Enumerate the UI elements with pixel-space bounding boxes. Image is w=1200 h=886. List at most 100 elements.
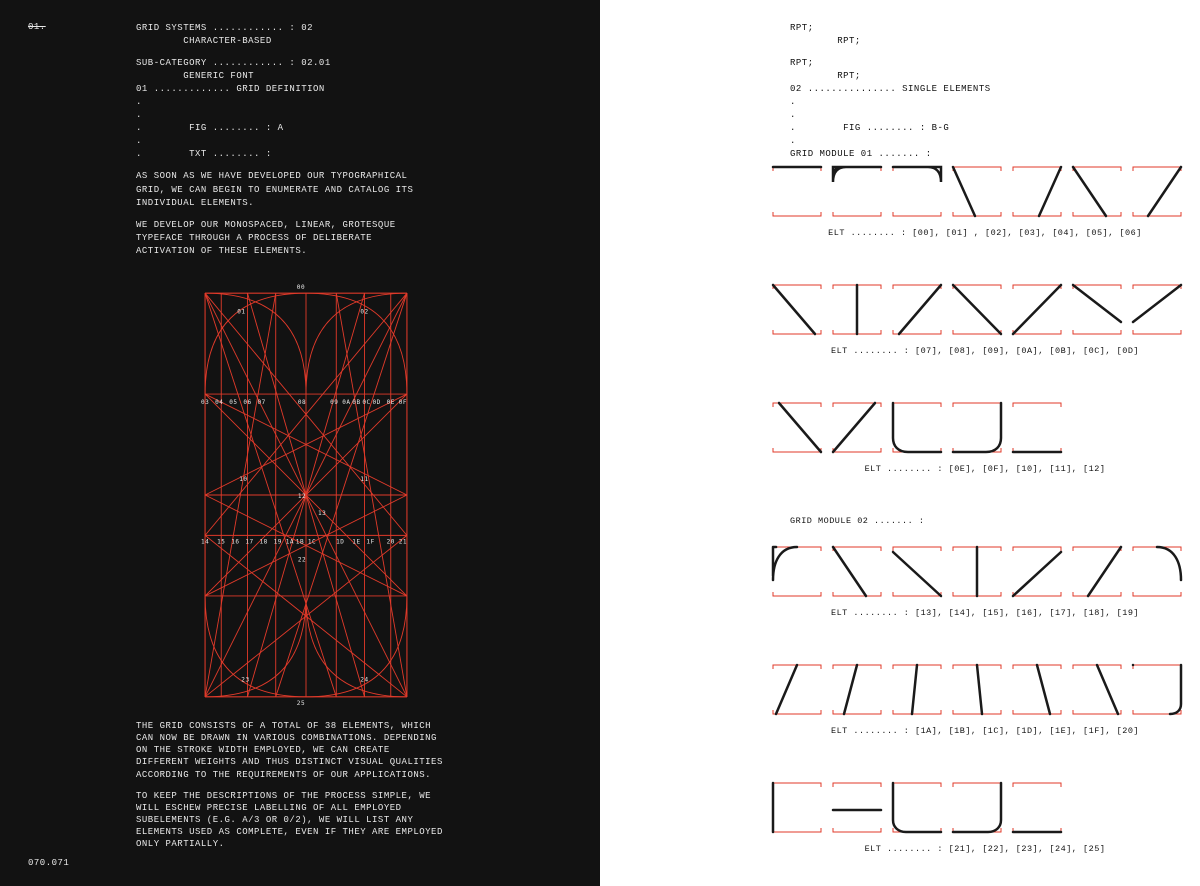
subcategory-line: SUB-CATEGORY ............ : 02.01 (136, 57, 436, 70)
element-tile (770, 398, 824, 458)
row-caption: ELT ........ : [07], [08], [09], [0A], [… (770, 346, 1200, 356)
svg-text:07: 07 (257, 399, 265, 406)
element-row: ELT ........ : [0E], [0F], [10], [11], [… (770, 398, 1200, 474)
svg-text:05: 05 (229, 399, 237, 406)
element-tile (950, 280, 1004, 340)
figure-a: 000102030405060708090A0B0C0D0E0F10111213… (195, 280, 417, 710)
svg-text:1C: 1C (308, 538, 316, 545)
element-tile (1010, 542, 1064, 602)
element-tile (830, 280, 884, 340)
svg-text:03: 03 (201, 399, 209, 406)
svg-text:22: 22 (298, 557, 306, 564)
title-sub: CHARACTER-BASED (136, 35, 436, 48)
element-tile (1010, 398, 1064, 458)
element-tile (1070, 542, 1124, 602)
element-tile (950, 162, 1004, 222)
element-tile (830, 162, 884, 222)
section-line: 01 ............. GRID DEFINITION (136, 83, 436, 96)
fig-line: . FIG ........ : B-G (790, 122, 1190, 135)
svg-text:1A: 1A (286, 538, 294, 545)
element-row: ELT ........ : [1A], [1B], [1C], [1D], [… (770, 660, 1200, 736)
svg-text:15: 15 (217, 538, 225, 545)
svg-text:08: 08 (298, 399, 306, 406)
element-tile (890, 778, 944, 838)
element-row: ELT ........ : [00], [01] , [02], [03], … (770, 162, 1200, 238)
section-line: 02 ............... SINGLE ELEMENTS (790, 83, 1190, 96)
svg-text:06: 06 (243, 399, 251, 406)
element-tile (1010, 660, 1064, 720)
element-tile (1130, 280, 1184, 340)
svg-text:23: 23 (241, 677, 249, 684)
element-row: ELT ........ : [13], [14], [15], [16], [… (770, 542, 1200, 618)
element-tile (1010, 280, 1064, 340)
svg-text:1E: 1E (352, 538, 360, 545)
element-tile (1070, 660, 1124, 720)
svg-text:1F: 1F (366, 538, 374, 545)
svg-text:11: 11 (360, 476, 368, 483)
element-tile (1130, 542, 1184, 602)
svg-text:12: 12 (298, 493, 306, 500)
svg-text:09: 09 (330, 399, 338, 406)
element-tile (950, 398, 1004, 458)
row-caption: ELT ........ : [1A], [1B], [1C], [1D], [… (770, 726, 1200, 736)
element-tile (1130, 660, 1184, 720)
fig-line: . FIG ........ : A (136, 122, 436, 135)
row-caption: ELT ........ : [0E], [0F], [10], [11], [… (770, 464, 1200, 474)
element-tile (890, 398, 944, 458)
element-tile (830, 542, 884, 602)
para-4: TO KEEP THE DESCRIPTIONS OF THE PROCESS … (136, 790, 446, 851)
subcategory-sub: GENERIC FONT (136, 70, 436, 83)
right-column-header: RPT; RPT; RPT; RPT; 02 ............... S… (790, 22, 1190, 161)
element-tile (830, 398, 884, 458)
element-tile (830, 778, 884, 838)
element-row: ELT ........ : [07], [08], [09], [0A], [… (770, 280, 1200, 356)
svg-text:02: 02 (360, 308, 368, 315)
svg-text:0B: 0B (352, 399, 360, 406)
svg-text:0D: 0D (372, 399, 380, 406)
grid-module-2: GRID MODULE 02 ....... : (790, 516, 924, 526)
left-column-header: GRID SYSTEMS ............ : 02 CHARACTER… (136, 22, 436, 267)
svg-text:18: 18 (259, 538, 267, 545)
element-row: ELT ........ : [21], [22], [23], [24], [… (770, 778, 1200, 854)
row-caption: ELT ........ : [00], [01] , [02], [03], … (770, 228, 1200, 238)
element-tile (890, 660, 944, 720)
element-tile (770, 280, 824, 340)
element-tile (950, 778, 1004, 838)
element-tile (890, 542, 944, 602)
left-column-lower: THE GRID CONSISTS OF A TOTAL OF 38 ELEME… (136, 720, 446, 859)
element-tile (1130, 162, 1184, 222)
svg-text:25: 25 (297, 700, 305, 707)
element-tile (950, 542, 1004, 602)
title-line: GRID SYSTEMS ............ : 02 (136, 22, 436, 35)
svg-text:0A: 0A (342, 399, 350, 406)
element-tile (1010, 162, 1064, 222)
txt-line: . TXT ........ : (136, 148, 436, 161)
page-number-footer: 070.071 (28, 858, 69, 868)
svg-text:20: 20 (387, 538, 395, 545)
grid-module-1: GRID MODULE 01 ....... : (790, 148, 1190, 161)
row-caption: ELT ........ : [21], [22], [23], [24], [… (770, 844, 1200, 854)
element-tile (770, 542, 824, 602)
svg-text:17: 17 (245, 538, 253, 545)
row-caption: ELT ........ : [13], [14], [15], [16], [… (770, 608, 1200, 618)
svg-text:04: 04 (215, 399, 223, 406)
svg-text:21: 21 (399, 538, 407, 545)
element-tile (830, 660, 884, 720)
svg-text:01: 01 (237, 308, 245, 315)
para-2: WE DEVELOP OUR MONOSPACED, LINEAR, GROTE… (136, 219, 436, 258)
element-tile (770, 660, 824, 720)
svg-text:1B: 1B (296, 538, 304, 545)
element-tile (890, 280, 944, 340)
para-1: AS SOON AS WE HAVE DEVELOPED OUR TYPOGRA… (136, 170, 436, 209)
svg-text:0F: 0F (399, 399, 407, 406)
element-tile (950, 660, 1004, 720)
element-tile (1070, 162, 1124, 222)
para-3: THE GRID CONSISTS OF A TOTAL OF 38 ELEME… (136, 720, 446, 781)
svg-text:19: 19 (274, 538, 282, 545)
svg-text:13: 13 (318, 510, 326, 517)
svg-text:16: 16 (231, 538, 239, 545)
svg-text:00: 00 (297, 284, 305, 291)
svg-text:10: 10 (239, 476, 247, 483)
element-tile (770, 162, 824, 222)
element-tile (1070, 280, 1124, 340)
